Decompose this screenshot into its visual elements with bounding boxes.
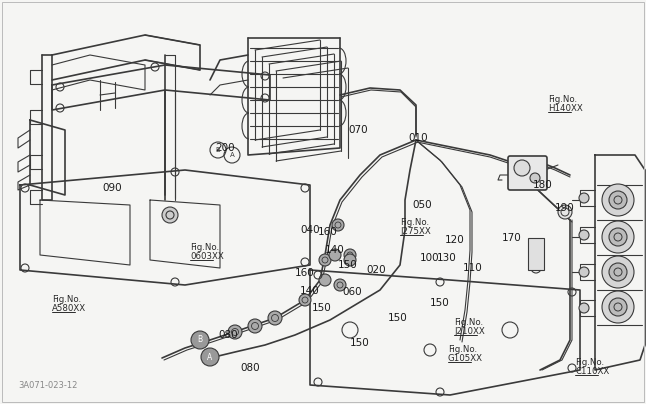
- Circle shape: [248, 319, 262, 333]
- Text: J210XX: J210XX: [454, 327, 484, 336]
- Circle shape: [558, 205, 572, 219]
- Text: Fig.No.: Fig.No.: [548, 95, 577, 104]
- Text: B: B: [198, 335, 203, 345]
- Circle shape: [609, 191, 627, 209]
- Text: 3A071-023-12: 3A071-023-12: [18, 381, 78, 390]
- Circle shape: [162, 207, 178, 223]
- Circle shape: [602, 184, 634, 216]
- Text: 150: 150: [312, 303, 332, 313]
- Circle shape: [344, 249, 356, 261]
- Circle shape: [530, 173, 540, 183]
- FancyBboxPatch shape: [508, 156, 547, 190]
- Circle shape: [332, 219, 344, 231]
- Circle shape: [334, 279, 346, 291]
- Text: 0603XX: 0603XX: [190, 252, 224, 261]
- Circle shape: [602, 291, 634, 323]
- Text: Fig.No.: Fig.No.: [52, 295, 81, 304]
- Text: H140XX: H140XX: [548, 104, 583, 113]
- Text: A: A: [229, 152, 234, 158]
- Text: Fig.No.: Fig.No.: [190, 243, 219, 252]
- Circle shape: [609, 298, 627, 316]
- Text: 090: 090: [102, 183, 122, 193]
- Circle shape: [344, 254, 356, 266]
- Text: Fig.No.: Fig.No.: [454, 318, 483, 327]
- Text: 080: 080: [218, 330, 238, 340]
- Text: 140: 140: [300, 286, 320, 296]
- Circle shape: [201, 348, 219, 366]
- Text: 150: 150: [350, 338, 370, 348]
- Circle shape: [609, 263, 627, 281]
- Text: G105XX: G105XX: [448, 354, 483, 363]
- Circle shape: [579, 230, 589, 240]
- Text: 160: 160: [318, 227, 338, 237]
- Text: 150: 150: [388, 313, 408, 323]
- Text: B: B: [216, 147, 220, 153]
- Text: 020: 020: [366, 265, 386, 275]
- Text: 180: 180: [533, 180, 553, 190]
- Text: 060: 060: [342, 287, 362, 297]
- Text: 070: 070: [348, 125, 368, 135]
- Text: Fig.No.: Fig.No.: [575, 358, 604, 367]
- Text: 150: 150: [338, 260, 358, 270]
- Text: 170: 170: [502, 233, 522, 243]
- Text: A: A: [207, 353, 213, 362]
- Text: C110XX: C110XX: [575, 367, 609, 376]
- Text: 010: 010: [408, 133, 428, 143]
- Text: A580XX: A580XX: [52, 304, 86, 313]
- Text: 050: 050: [412, 200, 432, 210]
- Circle shape: [299, 294, 311, 306]
- Circle shape: [579, 193, 589, 203]
- Bar: [528, 238, 544, 270]
- Text: 120: 120: [445, 235, 465, 245]
- Text: 100: 100: [420, 253, 440, 263]
- Text: 080: 080: [240, 363, 260, 373]
- Circle shape: [514, 160, 530, 176]
- Circle shape: [191, 331, 209, 349]
- Text: Fig.No.: Fig.No.: [400, 218, 429, 227]
- Circle shape: [602, 256, 634, 288]
- Circle shape: [228, 325, 242, 339]
- Circle shape: [329, 249, 341, 261]
- Circle shape: [319, 274, 331, 286]
- Text: J275XX: J275XX: [400, 227, 431, 236]
- Text: 150: 150: [430, 298, 450, 308]
- Text: 040: 040: [300, 225, 320, 235]
- Circle shape: [579, 267, 589, 277]
- Text: 160: 160: [295, 268, 315, 278]
- Text: 110: 110: [463, 263, 483, 273]
- Circle shape: [609, 228, 627, 246]
- Text: 130: 130: [437, 253, 457, 263]
- Circle shape: [268, 311, 282, 325]
- Circle shape: [579, 303, 589, 313]
- Text: 140: 140: [325, 245, 345, 255]
- Text: 200: 200: [215, 143, 234, 153]
- Circle shape: [602, 221, 634, 253]
- Text: 190: 190: [555, 203, 575, 213]
- Text: Fig.No.: Fig.No.: [448, 345, 477, 354]
- Circle shape: [319, 254, 331, 266]
